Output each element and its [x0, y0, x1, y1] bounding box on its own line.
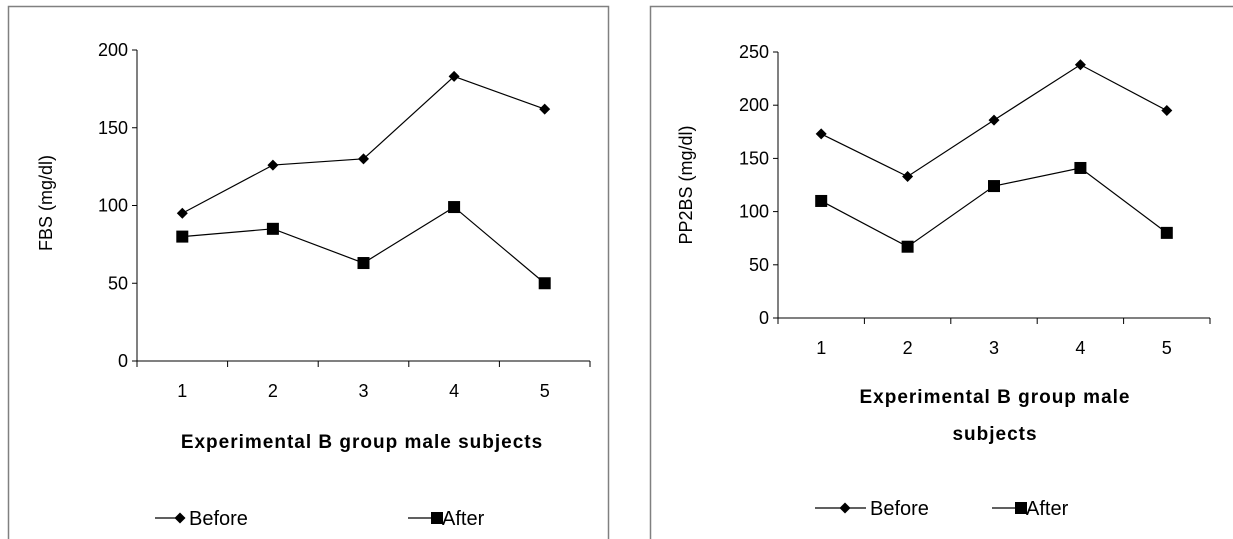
legend-marker-after: [1015, 502, 1027, 514]
x-axis-label: Experimental B group male subjects: [181, 432, 543, 453]
data-point-after: [901, 240, 914, 253]
x-tick-label: 3: [989, 338, 999, 358]
legend-label-before: Before: [189, 508, 248, 530]
legend-marker-before: [839, 502, 851, 514]
data-point-after: [266, 222, 279, 235]
chart-pp2bs: PP2BS (mg/dl) Experimental B group male …: [649, 5, 1233, 539]
y-tick-label: 100: [739, 202, 769, 222]
data-point-before: [1161, 105, 1173, 117]
y-tick-label: 50: [749, 255, 769, 275]
chart-frame: [649, 5, 1233, 539]
x-tick-label: 5: [1162, 338, 1172, 358]
y-tick-label: 0: [759, 308, 769, 328]
x-tick-label: 5: [540, 381, 550, 401]
y-tick-label: 100: [98, 196, 128, 216]
x-tick-label: 4: [1075, 338, 1085, 358]
legend-label-after: After: [442, 508, 485, 530]
plot-area: 0 50 100 150 200 250 1 2 3 4 5 Before After: [739, 42, 1211, 520]
data-point-before: [902, 170, 914, 182]
y-tick-label: 200: [98, 40, 128, 60]
data-point-before: [988, 114, 1000, 126]
legend-marker-before: [174, 512, 186, 524]
y-axis-label: FBS (mg/dl): [36, 155, 56, 251]
data-point-before: [815, 128, 827, 140]
data-point-after: [1160, 226, 1173, 239]
chart-frame: [7, 5, 610, 539]
plot-area: 0 50 100 150 200 1 2 3 4 5 Before After: [98, 40, 591, 530]
x-tick-label: 2: [903, 338, 913, 358]
x-axis-label-line-2: subjects: [952, 424, 1037, 445]
x-tick-label: 1: [177, 381, 187, 401]
data-point-after: [815, 194, 828, 207]
chart-fbs: FBS (mg/dl) Experimental B group male su…: [7, 5, 610, 539]
legend-marker-after: [431, 512, 443, 524]
y-tick-label: 150: [98, 118, 128, 138]
y-tick-label: 50: [108, 273, 128, 293]
data-point-before: [267, 159, 279, 171]
y-tick-label: 250: [739, 42, 769, 62]
legend-label-after: After: [1026, 498, 1069, 520]
data-point-before: [176, 207, 188, 219]
data-point-before: [448, 70, 460, 82]
legend-label-before: Before: [870, 498, 929, 520]
x-tick-label: 1: [816, 338, 826, 358]
y-axis-label: PP2BS (mg/dl): [676, 125, 696, 244]
data-point-before: [358, 153, 369, 165]
data-point-after: [448, 201, 461, 214]
y-tick-label: 150: [739, 148, 769, 168]
x-tick-label: 3: [358, 381, 368, 401]
data-point-after: [176, 230, 189, 243]
data-point-after: [538, 277, 551, 290]
x-axis-label-line-1: Experimental B group male: [859, 387, 1130, 408]
data-point-after: [988, 180, 1000, 193]
data-point-before: [1074, 59, 1086, 71]
data-point-after: [357, 257, 370, 270]
data-point-after: [1074, 161, 1087, 174]
x-tick-label: 4: [449, 381, 459, 401]
x-tick-label: 2: [268, 381, 278, 401]
y-tick-label: 0: [118, 351, 128, 371]
y-tick-label: 200: [739, 95, 769, 115]
data-point-before: [539, 103, 551, 115]
